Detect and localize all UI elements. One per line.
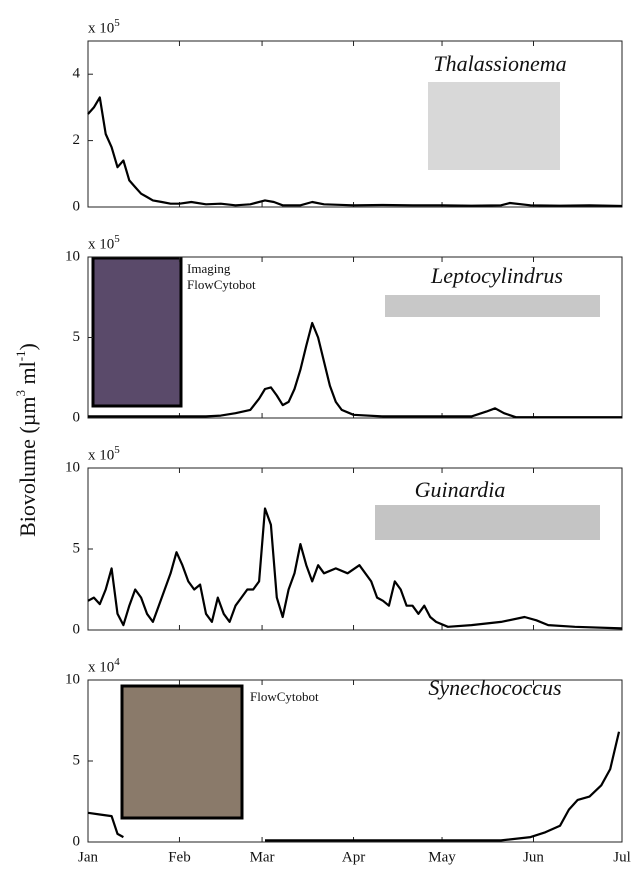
scale-exponent: 5 bbox=[114, 233, 120, 245]
y-tick-label: 10 bbox=[65, 459, 80, 475]
series-line bbox=[88, 321, 622, 419]
y-tick-label: 0 bbox=[73, 621, 81, 637]
x-tick-label: Jul bbox=[613, 849, 631, 865]
y-tick-label: 0 bbox=[73, 833, 81, 849]
x-tick-label: Feb bbox=[168, 849, 191, 865]
panel-title: Thalassionema bbox=[433, 51, 566, 76]
annotation: FlowCytobot bbox=[250, 689, 319, 704]
plot-frame bbox=[87, 467, 623, 631]
photo-leptocylindrus bbox=[385, 295, 600, 317]
plot-frame bbox=[87, 40, 623, 208]
y-label-text: ml bbox=[15, 361, 40, 390]
photo-imaging-flowcytobot bbox=[91, 256, 183, 408]
y-label-text: Biovolume (µm bbox=[15, 397, 40, 537]
y-tick-label: 0 bbox=[73, 409, 81, 425]
y-label-text: ) bbox=[15, 343, 40, 350]
panel-title: Synechococcus bbox=[428, 675, 561, 700]
x-tick-label: Apr bbox=[342, 849, 365, 865]
y-tick-label: 4 bbox=[73, 66, 81, 82]
y-tick-label: 2 bbox=[73, 132, 81, 148]
annotation: FlowCytobot bbox=[187, 277, 256, 292]
y-label-superscript: 3 bbox=[13, 390, 28, 397]
series-line bbox=[87, 507, 623, 630]
x-tick-label: Jan bbox=[78, 849, 98, 865]
y-tick-label: 10 bbox=[65, 248, 80, 264]
series-line bbox=[87, 96, 623, 208]
x-tick-label: Jun bbox=[523, 849, 544, 865]
scale-exponent: 5 bbox=[114, 17, 120, 29]
x-tick-label: May bbox=[428, 849, 456, 865]
y-label-superscript: -1 bbox=[13, 350, 28, 361]
scale-label: x 105 bbox=[88, 444, 120, 464]
y-tick-label: 5 bbox=[73, 752, 81, 768]
x-tick-label: Mar bbox=[250, 849, 275, 865]
scale-label: x 104 bbox=[88, 656, 120, 676]
panel-title: Leptocylindrus bbox=[430, 263, 563, 288]
scale-exponent: 5 bbox=[114, 444, 120, 456]
y-tick-label: 5 bbox=[73, 329, 81, 345]
photo-guinardia bbox=[375, 505, 600, 540]
series-line bbox=[87, 731, 621, 842]
scale-label: x 105 bbox=[88, 17, 120, 37]
y-tick-label: 0 bbox=[73, 198, 81, 214]
y-tick-label: 5 bbox=[73, 540, 81, 556]
panel-title: Guinardia bbox=[415, 477, 506, 502]
photo-flowcytobot bbox=[120, 684, 244, 820]
y-tick-label: 10 bbox=[65, 671, 80, 687]
scale-exponent: 4 bbox=[114, 656, 120, 668]
annotation: Imaging bbox=[187, 261, 231, 276]
scale-label: x 105 bbox=[88, 233, 120, 253]
photo-thalassionema bbox=[428, 82, 560, 170]
y-axis-label: Biovolume (µm3 ml-1) bbox=[13, 343, 40, 537]
